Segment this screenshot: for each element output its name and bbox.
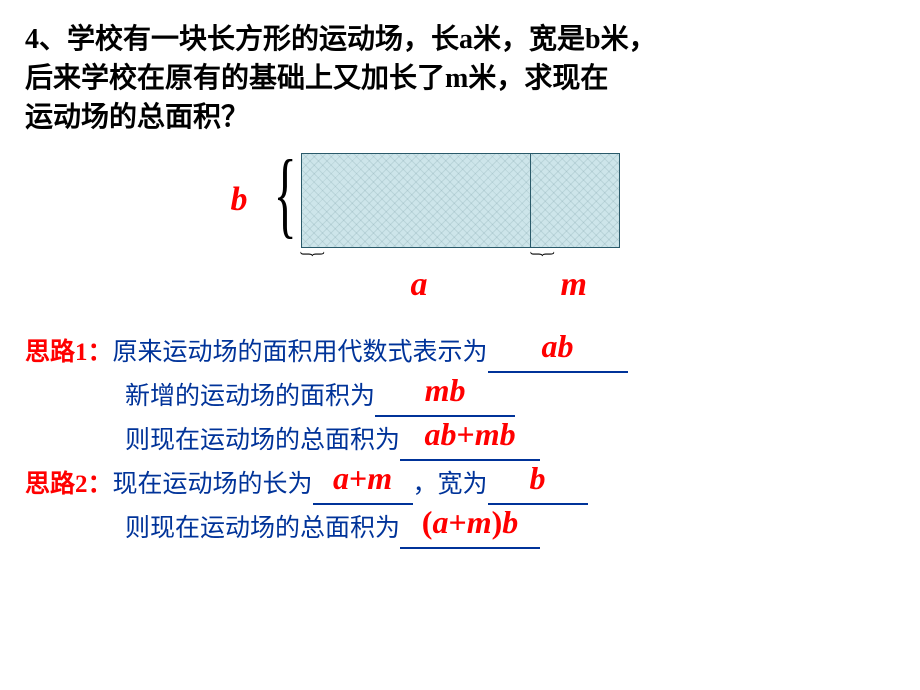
path2-text-1: 现在运动场的长为 — [113, 471, 313, 498]
problem-line-2: 后来学校在原有的基础上又加长了m米，求现在 — [25, 63, 608, 94]
label-m: m — [561, 266, 587, 304]
brace-left: { — [273, 147, 296, 243]
problem-line-1: 4、学校有一块长方形的运动场，长a米，宽是b米， — [25, 24, 657, 55]
diagram: b { { { a m — [25, 153, 895, 313]
problem-statement: 4、学校有一块长方形的运动场，长a米，宽是b米， 后来学校在原有的基础上又加长了… — [25, 20, 895, 138]
blank-4: a+m — [313, 473, 413, 505]
path2-label: 思路2： — [25, 471, 113, 498]
path1-text-2: 新增的运动场的面积为 — [125, 383, 375, 410]
brace-a-left: { — [298, 250, 326, 257]
path1-text-1: 原来运动场的面积用代数式表示为 — [113, 339, 488, 366]
label-a: a — [411, 266, 428, 304]
path1-label: 思路1： — [25, 339, 113, 366]
rect-original — [301, 153, 531, 248]
solution-path-2-line-2: 则现在运动场的总面积为(a+m)b — [125, 509, 895, 549]
path2-mid: ，宽为 — [413, 471, 488, 498]
problem-line-3: 运动场的总面积？ — [25, 102, 249, 133]
brace-m-left: { — [528, 250, 556, 257]
path2-text-2: 则现在运动场的总面积为 — [125, 515, 400, 542]
answer-amb: (a+m)b — [400, 497, 540, 548]
label-b: b — [231, 181, 248, 219]
rect-extension — [530, 153, 620, 248]
blank-6: (a+m)b — [400, 517, 540, 549]
path1-text-3: 则现在运动场的总面积为 — [125, 427, 400, 454]
answer-am: a+m — [313, 453, 413, 504]
